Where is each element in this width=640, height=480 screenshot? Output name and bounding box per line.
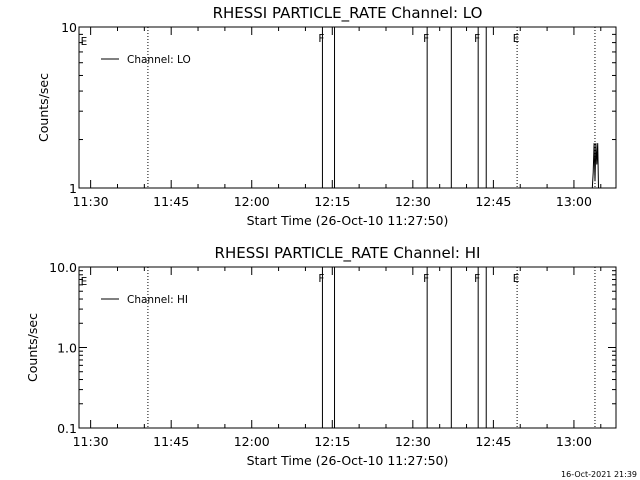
lo-event-marker-label: F	[474, 33, 480, 45]
lo-event-marker-label: F	[318, 33, 324, 45]
lo-x-tick-label: 13:00	[556, 194, 592, 209]
lo-y-tick-label: 1	[69, 181, 77, 196]
plot-timestamp: 16-Oct-2021 21:39	[561, 470, 637, 479]
hi-legend-label: Channel: HI	[127, 294, 188, 306]
hi-x-tick-label: 12:15	[314, 434, 350, 449]
lo-x-tick-label: 12:00	[234, 194, 270, 209]
hi-y-tick-label: 1.0	[57, 341, 77, 356]
hi-plot-frame	[78, 266, 617, 429]
hi-x-axis-label: Start Time (26-Oct-10 11:27:50)	[247, 453, 449, 468]
chart-panel-hi: RHESSI PARTICLE_RATE Channel: HI 11:30 11:…	[25, 244, 617, 468]
hi-left-edge-marker-label: E	[81, 276, 88, 288]
lo-x-tick-label: 12:30	[395, 194, 431, 209]
lo-y-tick-label: 10	[61, 20, 77, 35]
hi-x-tick-label: 12:00	[234, 434, 270, 449]
lo-data-series-line	[591, 143, 599, 189]
hi-event-marker-label: E	[513, 273, 520, 285]
lo-x-tick-label: 12:15	[314, 194, 350, 209]
lo-legend-label: Channel: LO	[127, 54, 191, 66]
lo-x-tick-label: 11:45	[153, 194, 189, 209]
hi-x-tick-label: 12:30	[395, 434, 431, 449]
lo-x-axis-label: Start Time (26-Oct-10 11:27:50)	[247, 213, 449, 228]
lo-x-tick-label: 11:30	[73, 194, 109, 209]
lo-x-tick-label: 12:45	[475, 194, 511, 209]
hi-event-marker-label: F	[474, 273, 480, 285]
hi-x-tick-label: 11:30	[73, 434, 109, 449]
hi-y-axis-label: Counts/sec	[25, 313, 40, 382]
lo-plot-frame	[78, 26, 617, 189]
hi-chart-title: RHESSI PARTICLE_RATE Channel: HI	[215, 244, 481, 263]
hi-event-marker-label: F	[423, 273, 429, 285]
lo-event-marker-label: F	[423, 33, 429, 45]
hi-event-marker-label: F	[318, 273, 324, 285]
lo-event-marker-label: E	[513, 33, 520, 45]
hi-x-tick-label: 13:00	[556, 434, 592, 449]
hi-y-tick-label: 10.0	[49, 260, 77, 275]
hi-y-tick-label: 0.1	[57, 421, 77, 436]
hi-x-tick-label: 12:45	[475, 434, 511, 449]
hi-x-tick-label: 11:45	[153, 434, 189, 449]
lo-y-axis-label: Counts/sec	[36, 73, 51, 142]
chart-panel-lo: RHESSI PARTICLE_RATE Channel: LO 11:30 11:…	[36, 4, 617, 228]
lo-chart-title: RHESSI PARTICLE_RATE Channel: LO	[213, 4, 483, 23]
lo-left-edge-marker-label: E	[81, 36, 88, 48]
